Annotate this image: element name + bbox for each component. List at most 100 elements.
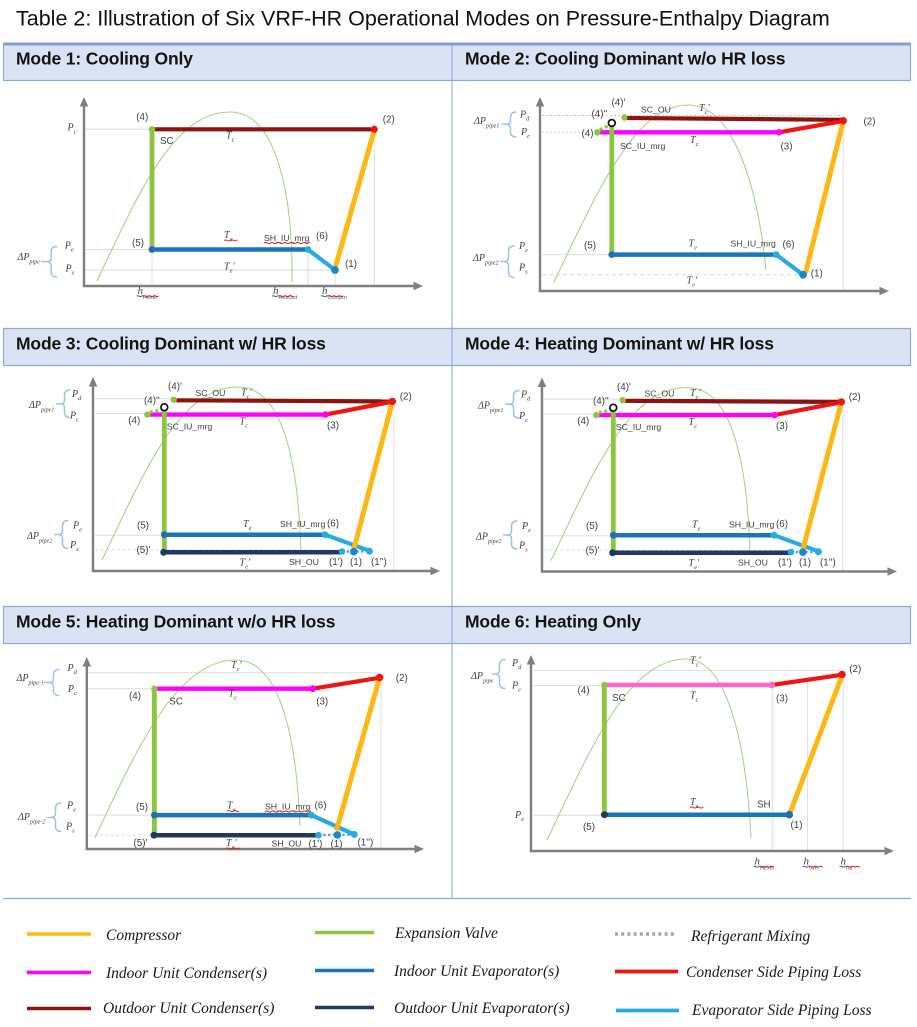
svg-text:Pd: Pd <box>520 390 531 403</box>
svg-text:Pc: Pc <box>69 410 79 423</box>
svg-text:h: h <box>322 285 328 297</box>
svg-text:(2): (2) <box>383 115 395 126</box>
svg-text:Mode 3: Cooling Dominant w/ HR: Mode 3: Cooling Dominant w/ HR loss <box>16 334 326 354</box>
svg-text:Te': Te' <box>689 558 700 571</box>
svg-text:(5): (5) <box>586 521 598 532</box>
svg-text:(4)': (4)' <box>617 382 631 393</box>
svg-text:Pc: Pc <box>518 411 528 424</box>
svg-text:(4): (4) <box>578 686 590 697</box>
svg-text:Pc: Pc <box>520 127 530 140</box>
svg-text:Te: Te <box>227 801 236 814</box>
svg-text:(5): (5) <box>132 238 144 249</box>
svg-text:(4)': (4)' <box>168 381 182 392</box>
svg-text:Ps: Ps <box>65 822 75 835</box>
svg-text:Tc: Tc <box>226 131 235 144</box>
svg-text:HexOut: HexOut <box>279 295 298 301</box>
svg-text:h: h <box>755 856 761 868</box>
svg-text:Evaporator Side Piping Loss: Evaporator Side Piping Loss <box>691 1002 872 1019</box>
svg-text:Tc: Tc <box>240 417 249 430</box>
svg-text:Pe: Pe <box>521 521 531 534</box>
svg-text:Table 2: Illustration of Six V: Table 2: Illustration of Six VRF-HR Oper… <box>16 7 830 31</box>
svg-text:SH_IU_mrg: SH_IU_mrg <box>264 233 310 243</box>
svg-text:Ps: Ps <box>518 541 528 554</box>
svg-text:(1''): (1'') <box>820 558 836 569</box>
svg-text:(2): (2) <box>396 673 408 684</box>
svg-text:SC_OU: SC_OU <box>645 388 675 398</box>
svg-text:(5): (5) <box>137 521 149 532</box>
svg-text:SH_OU: SH_OU <box>738 558 768 568</box>
svg-text:(1'): (1') <box>778 558 792 569</box>
svg-text:Outdoor Unit Evaporator(s): Outdoor Unit Evaporator(s) <box>394 1000 570 1017</box>
svg-text:Tc': Tc' <box>241 388 252 401</box>
svg-text:SH_IU_mrg: SH_IU_mrg <box>280 519 326 529</box>
svg-text:Te': Te' <box>687 276 698 289</box>
svg-text:Indoor Unit Condenser(s): Indoor Unit Condenser(s) <box>105 965 267 982</box>
svg-text:(5): (5) <box>583 822 595 833</box>
svg-text:Pe: Pe <box>514 810 524 823</box>
svg-text:(1'): (1') <box>309 839 323 850</box>
svg-text:(2): (2) <box>849 664 861 675</box>
svg-text:(4)'': (4)'' <box>144 395 160 406</box>
svg-text:Outdoor Unit Condenser(s): Outdoor Unit Condenser(s) <box>103 1000 274 1017</box>
svg-text:h: h <box>841 856 847 868</box>
svg-text:Mode 5: Heating Dominant w/o H: Mode 5: Heating Dominant w/o HR loss <box>16 612 336 632</box>
svg-text:(1''): (1'') <box>358 838 374 849</box>
svg-text:(6): (6) <box>783 240 795 251</box>
svg-text:(1): (1) <box>791 820 803 831</box>
svg-text:Tc': Tc' <box>690 388 701 401</box>
svg-text:ove: ove <box>809 866 818 872</box>
svg-text:(1''): (1'') <box>371 557 387 568</box>
svg-text:Mode 4: Heating Dominant w/ HR: Mode 4: Heating Dominant w/ HR loss <box>465 334 774 354</box>
svg-text:SH_IU_mrg: SH_IU_mrg <box>731 239 777 249</box>
svg-text:Mode 1: Cooling Only: Mode 1: Cooling Only <box>16 49 193 69</box>
svg-text:Pe: Pe <box>518 241 528 254</box>
svg-text:(1): (1) <box>350 557 362 568</box>
svg-text:(4): (4) <box>577 416 589 427</box>
svg-text:Pc: Pc <box>67 684 77 697</box>
svg-text:(1'): (1') <box>329 557 343 568</box>
svg-text:(6): (6) <box>776 519 788 530</box>
svg-text:(2): (2) <box>400 391 412 402</box>
svg-text:(5)': (5)' <box>586 546 600 557</box>
svg-text:h: h <box>138 285 144 297</box>
svg-text:SC_IU_mrg: SC_IU_mrg <box>616 422 662 432</box>
svg-text:SC: SC <box>160 136 174 147</box>
svg-text:Pd: Pd <box>511 658 522 671</box>
svg-text:SC: SC <box>169 696 183 707</box>
svg-text:Te': Te' <box>226 838 237 851</box>
svg-text:SH_OU: SH_OU <box>272 839 302 849</box>
svg-text:Tc: Tc <box>229 689 238 702</box>
svg-text:SC_OU: SC_OU <box>196 388 226 398</box>
svg-text:Pe: Pe <box>72 520 82 533</box>
svg-text:Pe: Pe <box>66 801 76 814</box>
svg-text:Te: Te <box>224 230 233 243</box>
svg-text:SH_OU: SH_OU <box>289 557 319 567</box>
svg-text:(1): (1) <box>345 259 357 270</box>
svg-text:Mode 2: Cooling Dominant w/o H: Mode 2: Cooling Dominant w/o HR loss <box>465 49 786 69</box>
svg-text:Te': Te' <box>224 261 235 274</box>
svg-text:HexIn: HexIn <box>760 866 774 872</box>
svg-text:Ps: Ps <box>518 263 528 276</box>
svg-text:Pe: Pe <box>64 240 74 253</box>
svg-text:Pd: Pd <box>519 110 530 123</box>
svg-text:Tc': Tc' <box>231 660 242 673</box>
svg-text:Expansion Valve: Expansion Valve <box>394 925 498 942</box>
svg-text:Pd: Pd <box>71 389 82 402</box>
svg-text:SH_IU_mrg: SH_IU_mrg <box>265 802 311 812</box>
svg-text:(1): (1) <box>811 268 823 279</box>
svg-text:Te': Te' <box>240 558 251 571</box>
svg-text:(2): (2) <box>849 392 861 403</box>
svg-text:(5)': (5)' <box>137 545 151 556</box>
svg-text:h: h <box>804 856 810 868</box>
svg-text:SH_IU_mrg: SH_IU_mrg <box>729 520 775 530</box>
svg-text:(1): (1) <box>331 839 343 850</box>
svg-text:(3): (3) <box>781 142 793 153</box>
svg-text:Tc': Tc' <box>699 103 710 116</box>
svg-text:SC_IU_mrg: SC_IU_mrg <box>620 141 666 151</box>
svg-text:(3): (3) <box>776 421 788 432</box>
svg-text:Pd: Pd <box>67 663 78 676</box>
svg-text:(6): (6) <box>327 519 339 530</box>
svg-text:Tc': Tc' <box>690 656 701 669</box>
svg-text:Tc: Tc <box>690 135 699 148</box>
svg-text:Indoor Unit Evaporator(s): Indoor Unit Evaporator(s) <box>393 963 559 980</box>
